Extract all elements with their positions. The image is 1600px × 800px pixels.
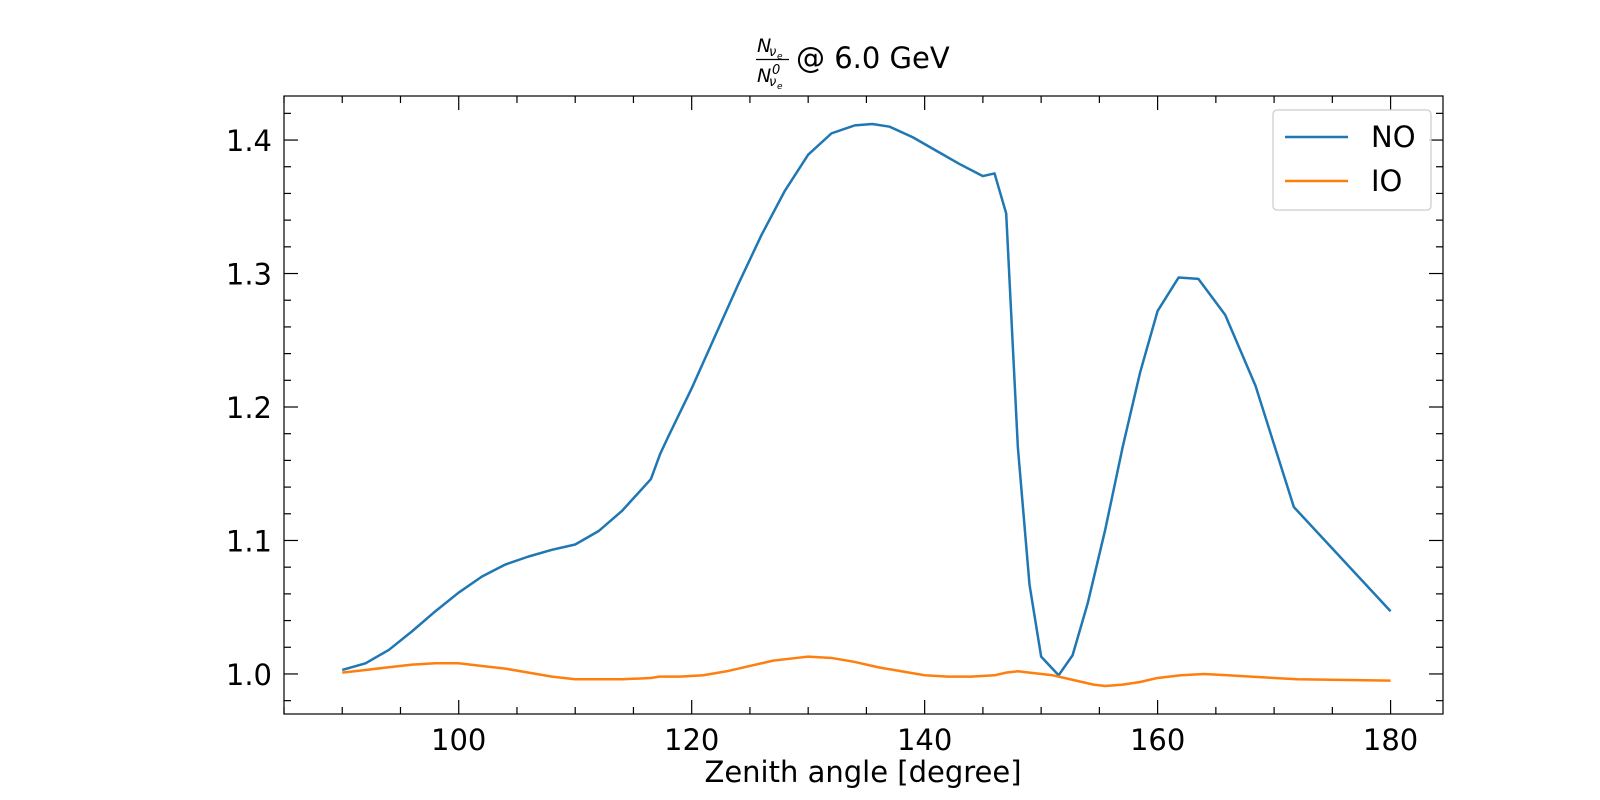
y-tick-label: 1.4: [226, 124, 272, 158]
x-axis-label: Zenith angle [degree]: [704, 755, 1021, 789]
title-suffix: @ 6.0 GeV: [796, 41, 950, 75]
title-denominator-sub: ν: [769, 75, 776, 90]
x-tick-label: 120: [664, 723, 719, 757]
title-numerator-subsub: e: [777, 52, 783, 62]
y-tick-label: 1.0: [226, 658, 272, 692]
y-tick-label: 1.3: [226, 258, 272, 292]
title-denominator: N: [757, 65, 771, 87]
title-numerator-sub: ν: [769, 45, 776, 60]
y-tick-label: 1.1: [226, 524, 272, 558]
x-tick-label: 160: [1130, 723, 1185, 757]
legend-label-io: IO: [1371, 164, 1402, 198]
x-tick-label: 140: [897, 723, 952, 757]
chart-title: N ν e N 0 ν e @ 6.0 GeV: [756, 35, 950, 92]
series-line-no: [341, 122, 1392, 677]
title-denominator-sup: 0: [772, 63, 780, 78]
x-tick-label: 180: [1363, 723, 1418, 757]
x-tick-label: 100: [431, 723, 486, 757]
tick-layer: 100 120 140 160 180 1.0 1.1 1.2 1.3 1.4: [226, 96, 1443, 757]
legend: NO IO: [1272, 109, 1432, 211]
title-numerator: N: [757, 35, 771, 57]
legend-box: [1272, 109, 1432, 211]
legend-label-no: NO: [1371, 120, 1416, 154]
plot-frame: [283, 95, 1444, 715]
y-tick-label: 1.2: [226, 391, 272, 425]
series-layer: [341, 122, 1392, 688]
title-denominator-subsub: e: [777, 82, 783, 92]
series-line-io: [342, 655, 1391, 688]
